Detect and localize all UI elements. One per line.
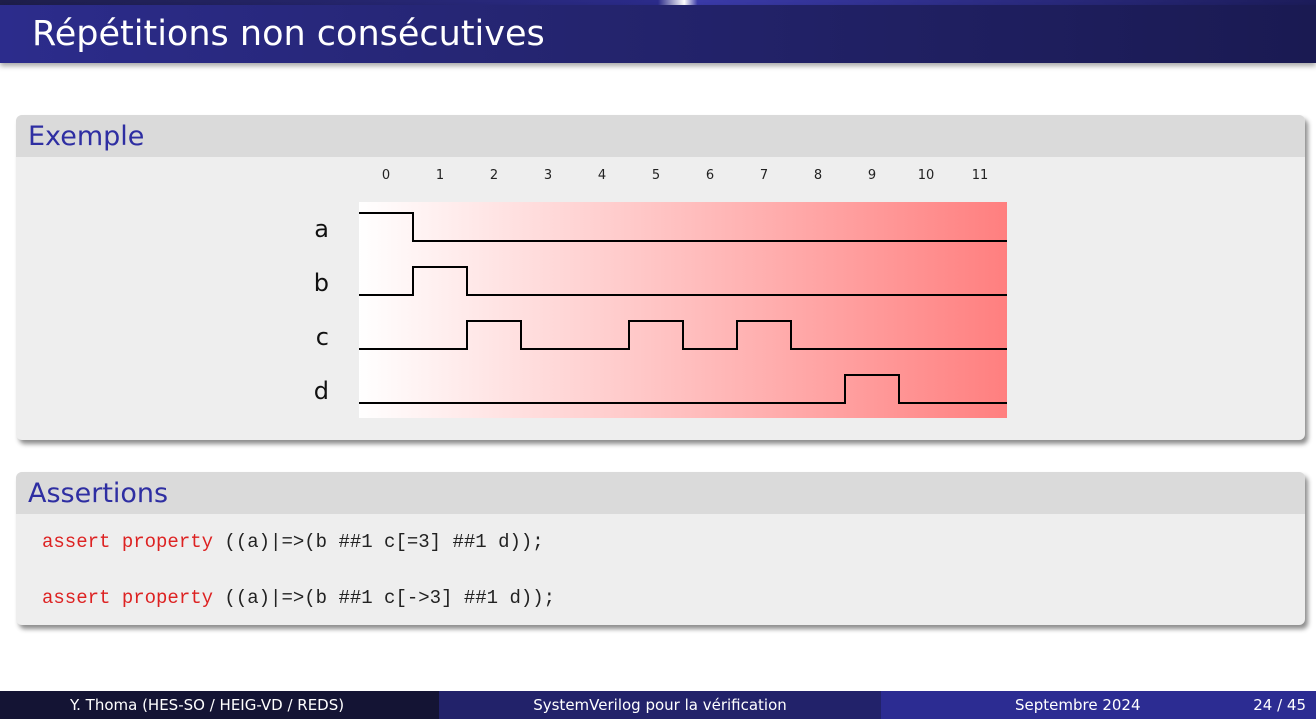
- assertion-line-2: assert property ((a)|=>(b ##1 c[->3] ##1…: [42, 586, 555, 610]
- example-block-header: Exemple: [16, 115, 1305, 157]
- cycle-label: 6: [706, 168, 714, 183]
- cycle-label: 1: [436, 168, 444, 183]
- cycle-label: 4: [598, 168, 606, 183]
- assertions-block-header: Assertions: [16, 472, 1305, 514]
- cycle-label: 0: [382, 168, 390, 183]
- waveform-a: [359, 212, 1007, 242]
- waveform-b: [359, 266, 1007, 296]
- footer-author: Y. Thoma (HES-SO / HEIG-VD / REDS): [70, 696, 345, 714]
- cycle-label: 11: [972, 168, 989, 183]
- footer-author-section: Y. Thoma (HES-SO / HEIG-VD / REDS): [0, 691, 439, 719]
- top-strip: [0, 0, 1316, 5]
- slide-title: Répétitions non consécutives: [32, 14, 545, 54]
- assertion-expression: ((a)|=>(b ##1 c[=3] ##1 d));: [213, 531, 544, 553]
- footer-date: Septembre 2024: [1015, 696, 1141, 714]
- assertion-line-1: assert property ((a)|=>(b ##1 c[=3] ##1 …: [42, 530, 544, 554]
- cycle-label: 2: [490, 168, 498, 183]
- signal-label-d: d: [314, 377, 329, 405]
- signal-label-a: a: [314, 215, 329, 243]
- footer: Y. Thoma (HES-SO / HEIG-VD / REDS) Syste…: [0, 691, 1316, 719]
- cycle-label: 10: [918, 168, 935, 183]
- assertions-block-title: Assertions: [28, 478, 169, 509]
- assertion-expression: ((a)|=>(b ##1 c[->3] ##1 d));: [213, 587, 556, 609]
- page-number: 24 / 45: [1253, 696, 1306, 714]
- cycle-label: 8: [814, 168, 822, 183]
- timing-highlight-region: [359, 202, 1007, 418]
- cycle-label: 7: [760, 168, 768, 183]
- title-bar: Répétitions non consécutives: [0, 5, 1316, 63]
- waveform-d: [359, 374, 1007, 404]
- signal-label-b: b: [314, 269, 329, 297]
- cycle-label: 3: [544, 168, 552, 183]
- assertion-keyword: assert property: [42, 587, 214, 609]
- footer-right-section: Septembre 2024 24 / 45: [881, 691, 1316, 719]
- signal-label-c: c: [316, 323, 329, 351]
- assertions-block: Assertions assert property ((a)|=>(b ##1…: [16, 472, 1305, 625]
- cycle-label: 5: [652, 168, 660, 183]
- example-block-title: Exemple: [28, 121, 145, 152]
- waveform-c: [359, 320, 1007, 350]
- cycle-label: 9: [868, 168, 876, 183]
- footer-course-title: SystemVerilog pour la vérification: [439, 691, 881, 719]
- assertion-keyword: assert property: [42, 531, 214, 553]
